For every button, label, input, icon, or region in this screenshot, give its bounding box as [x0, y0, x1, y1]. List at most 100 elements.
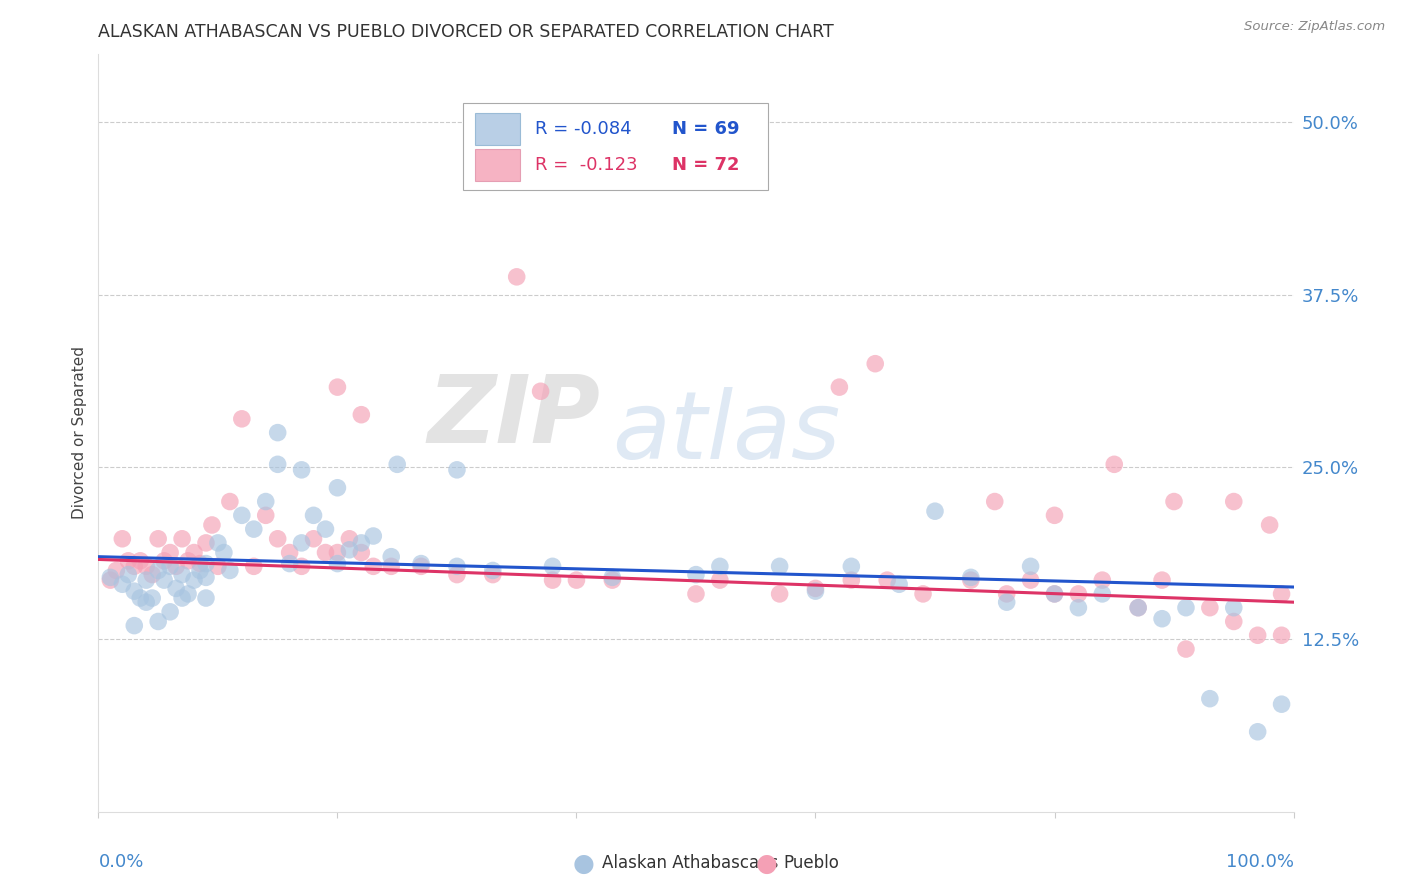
- Point: [1067, 600, 1090, 615]
- Point: [243, 559, 266, 574]
- Point: [1247, 628, 1270, 642]
- Point: [1223, 494, 1246, 508]
- Point: [709, 573, 731, 587]
- Point: [1271, 697, 1294, 711]
- Point: [339, 542, 361, 557]
- Point: [148, 615, 170, 629]
- Point: [685, 567, 707, 582]
- Point: [876, 573, 898, 587]
- Point: [153, 554, 176, 568]
- Point: [129, 554, 152, 568]
- Text: N = 69: N = 69: [672, 120, 740, 137]
- Point: [326, 481, 349, 495]
- Point: [188, 564, 211, 578]
- Point: [446, 463, 468, 477]
- Point: [380, 559, 402, 574]
- Point: [1247, 724, 1270, 739]
- Point: [865, 357, 887, 371]
- Point: [1199, 600, 1222, 615]
- Point: [1199, 691, 1222, 706]
- Text: ZIP: ZIP: [427, 371, 600, 464]
- Point: [195, 570, 218, 584]
- Point: [183, 573, 205, 587]
- FancyBboxPatch shape: [463, 103, 768, 190]
- Point: [1223, 615, 1246, 629]
- Point: [1043, 587, 1066, 601]
- Point: [385, 458, 409, 472]
- Point: [1043, 508, 1066, 523]
- Point: [481, 567, 505, 582]
- Point: [411, 559, 433, 574]
- Point: [841, 573, 863, 587]
- Point: [172, 532, 194, 546]
- Point: [380, 549, 402, 564]
- Point: [278, 545, 301, 559]
- Point: [124, 618, 146, 632]
- Point: [207, 536, 229, 550]
- Y-axis label: Divorced or Separated: Divorced or Separated: [72, 346, 87, 519]
- Point: [768, 587, 790, 601]
- Point: [768, 559, 790, 574]
- Point: [124, 584, 146, 599]
- Point: [231, 412, 253, 426]
- Point: [254, 494, 277, 508]
- Point: [841, 559, 863, 574]
- Point: [219, 564, 242, 578]
- Point: [1271, 628, 1294, 642]
- Point: [1152, 612, 1174, 626]
- Point: [350, 536, 373, 550]
- Point: [541, 573, 564, 587]
- Point: [278, 557, 301, 571]
- Point: [602, 570, 624, 584]
- Point: [165, 582, 187, 596]
- Point: [685, 587, 707, 601]
- Point: [267, 458, 290, 472]
- Point: [446, 567, 468, 582]
- Point: [541, 559, 564, 574]
- Point: [98, 573, 122, 587]
- Point: [1128, 600, 1150, 615]
- Text: 100.0%: 100.0%: [1226, 854, 1294, 871]
- Point: [446, 559, 468, 574]
- Point: [105, 564, 128, 578]
- Point: [98, 570, 122, 584]
- Point: [267, 532, 290, 546]
- Text: atlas: atlas: [613, 387, 841, 478]
- Point: [1104, 458, 1126, 472]
- Point: [1258, 518, 1281, 533]
- Point: [804, 584, 827, 599]
- Point: [172, 591, 194, 605]
- Point: [148, 564, 170, 578]
- Point: [481, 564, 505, 578]
- Point: [254, 508, 277, 523]
- Point: [1019, 573, 1042, 587]
- Point: [1019, 559, 1042, 574]
- Point: [201, 518, 224, 533]
- Text: Alaskan Athabascans: Alaskan Athabascans: [602, 855, 778, 872]
- Point: [1091, 587, 1114, 601]
- Point: [709, 559, 731, 574]
- Point: [363, 559, 385, 574]
- Point: [804, 582, 827, 596]
- Point: [1163, 494, 1185, 508]
- FancyBboxPatch shape: [475, 149, 520, 181]
- Point: [995, 587, 1018, 601]
- Point: [1043, 587, 1066, 601]
- Text: R =  -0.123: R = -0.123: [534, 156, 637, 174]
- Point: [291, 559, 314, 574]
- Point: [350, 408, 373, 422]
- Point: [565, 573, 588, 587]
- Point: [172, 567, 194, 582]
- Point: [159, 605, 181, 619]
- Point: [315, 522, 337, 536]
- Text: ●: ●: [572, 852, 595, 875]
- Point: [207, 559, 229, 574]
- Text: ●: ●: [755, 852, 778, 875]
- Point: [291, 463, 314, 477]
- Point: [135, 559, 157, 574]
- Point: [1128, 600, 1150, 615]
- Point: [315, 545, 337, 559]
- Point: [339, 532, 361, 546]
- Point: [960, 573, 983, 587]
- Point: [828, 380, 851, 394]
